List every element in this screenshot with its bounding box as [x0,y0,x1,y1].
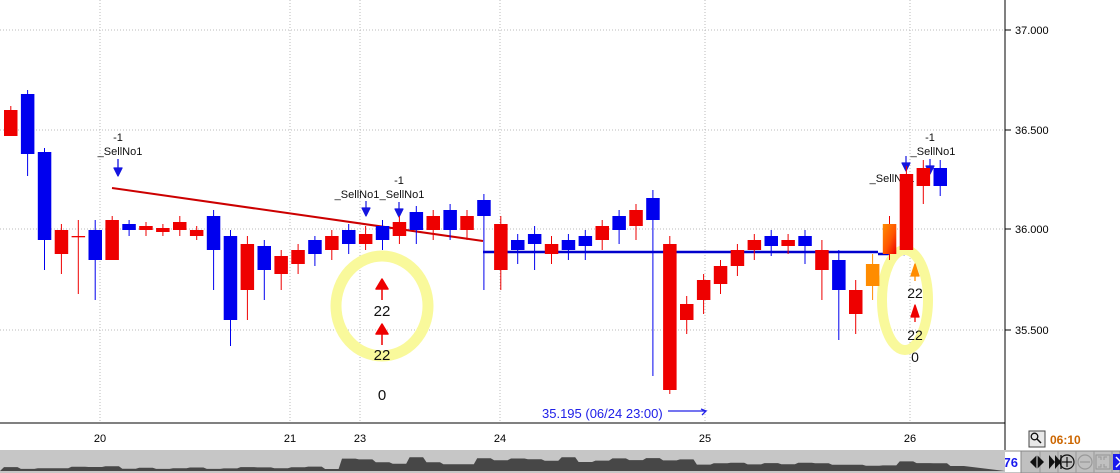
svg-text:_SellNo1: _SellNo1 [379,189,425,201]
svg-text:20: 20 [94,433,106,445]
svg-text:26: 26 [904,433,916,445]
svg-text:24: 24 [494,433,506,445]
svg-text:0: 0 [911,349,919,365]
svg-text:22: 22 [907,327,923,343]
svg-text:0: 0 [378,387,386,404]
svg-text:22: 22 [374,347,391,364]
svg-text:22: 22 [907,285,923,301]
svg-text:-1: -1 [394,175,404,187]
svg-text:76: 76 [1004,455,1018,470]
svg-text:37.000: 37.000 [1015,25,1049,37]
svg-text:21: 21 [284,433,296,445]
svg-text:35.500: 35.500 [1015,325,1049,337]
svg-text:06:10: 06:10 [1050,433,1081,447]
svg-text:35.195 (06/24 23:00): 35.195 (06/24 23:00) [542,406,663,421]
svg-text:-1: -1 [113,132,123,144]
svg-text:36.500: 36.500 [1015,125,1049,137]
svg-text:-1: -1 [925,132,935,144]
svg-text:_SellNo1: _SellNo1 [97,146,143,158]
svg-text:_SellNo1: _SellNo1 [334,189,380,201]
svg-text:23: 23 [354,433,366,445]
svg-text:25: 25 [699,433,711,445]
svg-text:_SellNo1: _SellNo1 [910,146,956,158]
svg-text:36.000: 36.000 [1015,224,1049,236]
svg-text:22: 22 [374,303,391,320]
